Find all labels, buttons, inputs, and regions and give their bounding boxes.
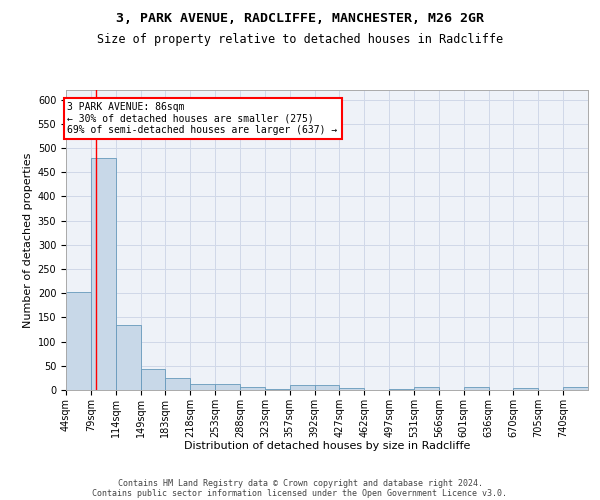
Text: Contains public sector information licensed under the Open Government Licence v3: Contains public sector information licen… xyxy=(92,488,508,498)
Bar xyxy=(314,385,340,390)
Y-axis label: Number of detached properties: Number of detached properties xyxy=(23,152,34,328)
Bar xyxy=(464,387,488,390)
Text: 3, PARK AVENUE, RADCLIFFE, MANCHESTER, M26 2GR: 3, PARK AVENUE, RADCLIFFE, MANCHESTER, M… xyxy=(116,12,484,26)
Text: Size of property relative to detached houses in Radcliffe: Size of property relative to detached ho… xyxy=(97,32,503,46)
Bar xyxy=(340,388,364,390)
Bar xyxy=(66,292,91,390)
Bar xyxy=(140,369,166,390)
X-axis label: Distribution of detached houses by size in Radcliffe: Distribution of detached houses by size … xyxy=(184,441,470,451)
Bar xyxy=(91,158,116,390)
Bar xyxy=(215,384,240,390)
Bar xyxy=(190,384,215,390)
Bar xyxy=(265,388,290,390)
Bar xyxy=(414,386,439,390)
Bar xyxy=(240,386,265,390)
Bar xyxy=(389,389,414,390)
Text: Contains HM Land Registry data © Crown copyright and database right 2024.: Contains HM Land Registry data © Crown c… xyxy=(118,478,482,488)
Bar xyxy=(563,387,588,390)
Bar xyxy=(166,378,190,390)
Text: 3 PARK AVENUE: 86sqm
← 30% of detached houses are smaller (275)
69% of semi-deta: 3 PARK AVENUE: 86sqm ← 30% of detached h… xyxy=(67,102,338,136)
Bar xyxy=(116,324,140,390)
Bar xyxy=(514,388,538,390)
Bar xyxy=(290,385,314,390)
